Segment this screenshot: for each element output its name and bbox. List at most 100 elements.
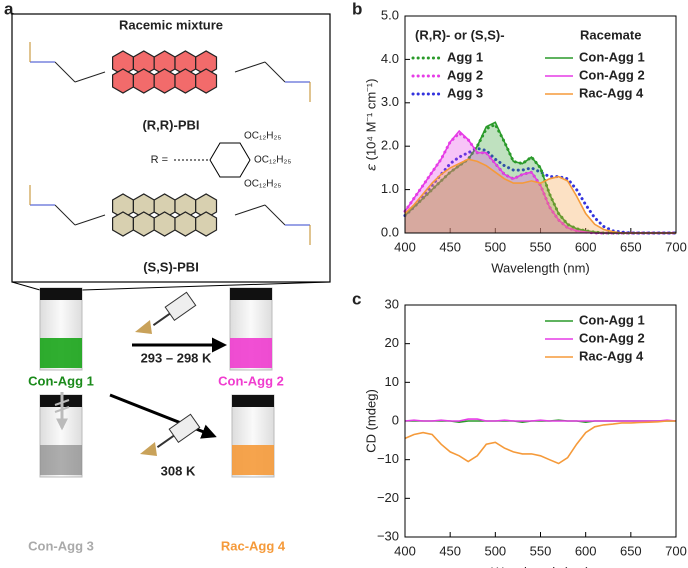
tip	[140, 442, 157, 456]
charts: b 400 450 500 550 600 650 700 0.0 1.0 2.0 3.0 4.0 5.0…	[352, 0, 687, 568]
bond	[264, 61, 286, 83]
vial-label: Con-Agg 1	[28, 373, 94, 388]
panel-label: c	[352, 289, 361, 308]
vial-liquid	[40, 445, 82, 475]
x-tick-label: 650	[620, 543, 642, 558]
x-tick-label: 550	[530, 543, 552, 558]
vial-liquid	[40, 338, 82, 368]
vial-cap	[230, 288, 272, 300]
x-tick-label: 600	[575, 239, 597, 254]
x-tick-label: 700	[665, 543, 687, 558]
ring	[153, 211, 176, 237]
legend-label: Con-Agg 1	[579, 49, 645, 64]
y-tick-label: 0	[392, 412, 399, 427]
x-tick-label: 500	[484, 543, 506, 558]
legend-label: Agg 1	[447, 49, 483, 64]
legend-title: (R,R)- or (S,S)-	[415, 27, 505, 42]
molecule-label: (S,S)-PBI	[143, 259, 199, 274]
condition: 293 – 298 K	[141, 350, 212, 365]
ring	[174, 68, 197, 94]
pipette	[156, 413, 201, 449]
x-tick-label: 650	[620, 239, 642, 254]
area	[405, 131, 676, 233]
x-tick-label: 600	[575, 543, 597, 558]
vial-liquid	[230, 338, 272, 368]
x-tick-label: 450	[439, 543, 461, 558]
condition: 308 K	[161, 463, 196, 478]
series-line	[404, 418, 677, 422]
tip	[135, 320, 152, 334]
y-tick-label: 5.0	[381, 7, 399, 22]
legend-label: Agg 3	[447, 85, 483, 100]
molecules	[29, 42, 311, 245]
substituent: OC₁₂H₂₅	[254, 155, 291, 166]
cross	[54, 399, 70, 406]
legend-label: Rac-Agg 4	[579, 85, 644, 100]
ring	[111, 211, 134, 237]
x-axis-label: Wavelength (nm)	[491, 260, 590, 275]
bond	[234, 61, 266, 73]
x-tick-label: 700	[665, 239, 687, 254]
y-tick-label: 4.0	[381, 51, 399, 66]
molecule-label: (R,R)-PBI	[142, 117, 199, 132]
y-tick-label: 3.0	[381, 94, 399, 109]
vial-cap	[232, 395, 274, 407]
plot-frame	[404, 304, 677, 538]
legend-label: Agg 2	[447, 67, 483, 82]
x-tick-label: 500	[484, 239, 506, 254]
legend-title: Racemate	[580, 27, 641, 42]
ring	[111, 68, 134, 94]
vial-label: Rac-Agg 4	[221, 538, 286, 553]
box-title: Racemic mixture	[119, 17, 223, 32]
legend-label: Con-Agg 2	[579, 67, 645, 82]
y-tick-label: 10	[385, 374, 399, 389]
y-axis-label: 𝜀 (10⁴ M⁻¹ cm⁻¹)	[363, 79, 378, 171]
x-tick-label: 400	[394, 239, 416, 254]
series-line	[404, 420, 676, 465]
arrow	[109, 393, 217, 439]
vial-label: Con-Agg 3	[28, 538, 94, 553]
substituent: OC₁₂H₂₅	[244, 131, 281, 142]
legend-label: Con-Agg 2	[579, 330, 645, 345]
bond	[54, 204, 76, 226]
vials: Con-Agg 1 Con-Agg 2 Con-Agg 3 Rac-Agg 4	[28, 287, 286, 553]
x-axis-label: Wavelength (nm)	[491, 564, 590, 568]
y-tick-label: 2.0	[381, 138, 399, 153]
r-label: R =	[151, 154, 168, 166]
vial-liquid	[232, 445, 274, 475]
y-tick-label: 20	[385, 335, 399, 350]
x-tick-label: 550	[530, 239, 552, 254]
connector	[11, 281, 41, 291]
vial-cap	[40, 288, 82, 300]
bond	[74, 71, 106, 83]
legend-label: Rac-Agg 4	[579, 348, 644, 363]
ring	[209, 142, 251, 178]
area	[405, 122, 676, 233]
x-tick-label: 400	[394, 543, 416, 558]
substituent: OC₁₂H₂₅	[244, 179, 281, 190]
legend-label: Con-Agg 1	[579, 312, 645, 327]
bond	[264, 204, 286, 226]
y-tick-label: 1.0	[381, 181, 399, 196]
panel-label: b	[352, 0, 362, 18]
bond	[234, 204, 266, 216]
panel-label: a	[4, 0, 14, 18]
ring	[153, 68, 176, 94]
connector	[81, 281, 331, 291]
ring	[195, 68, 218, 94]
area	[405, 159, 676, 233]
vial-label: Con-Agg 2	[218, 373, 284, 388]
pipette	[152, 291, 197, 327]
y-tick-label: 0.0	[381, 224, 399, 239]
ring	[195, 211, 218, 237]
bond	[74, 214, 106, 226]
y-tick-label: −10	[377, 451, 399, 466]
ring	[174, 211, 197, 237]
cross	[54, 406, 70, 413]
y-tick-label: −30	[377, 528, 399, 543]
y-axis-label: CD (mdeg)	[363, 389, 378, 453]
plot-frame	[404, 15, 677, 234]
ring	[132, 68, 155, 94]
